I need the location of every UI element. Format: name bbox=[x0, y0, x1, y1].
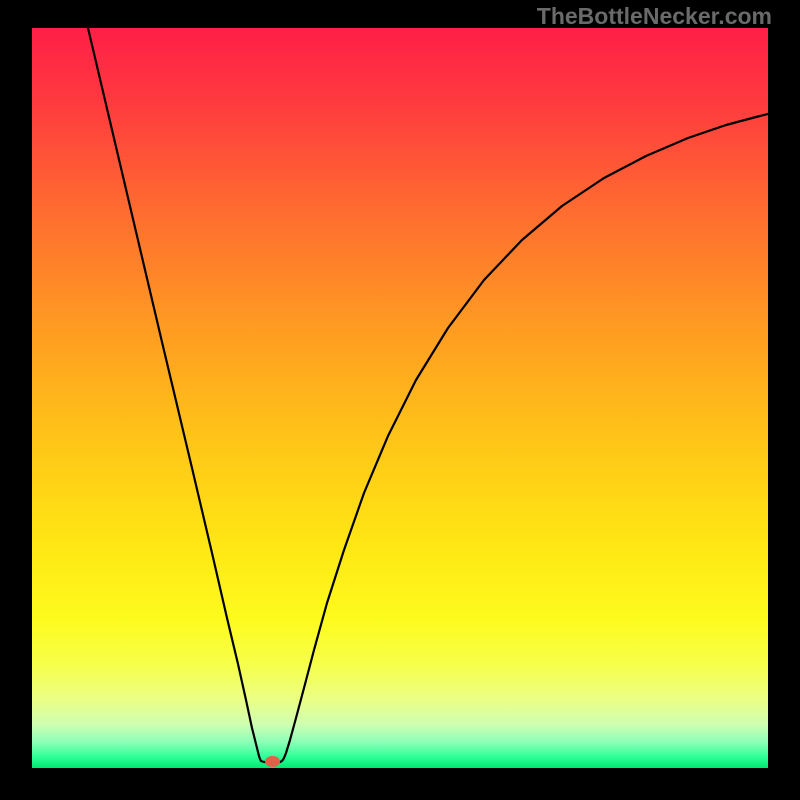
curve-layer bbox=[32, 28, 768, 768]
watermark-text: TheBottleNecker.com bbox=[537, 3, 772, 30]
optimum-marker bbox=[265, 756, 280, 767]
plot-area bbox=[32, 28, 768, 768]
bottleneck-curve bbox=[88, 28, 768, 762]
chart-container: TheBottleNecker.com bbox=[0, 0, 800, 800]
